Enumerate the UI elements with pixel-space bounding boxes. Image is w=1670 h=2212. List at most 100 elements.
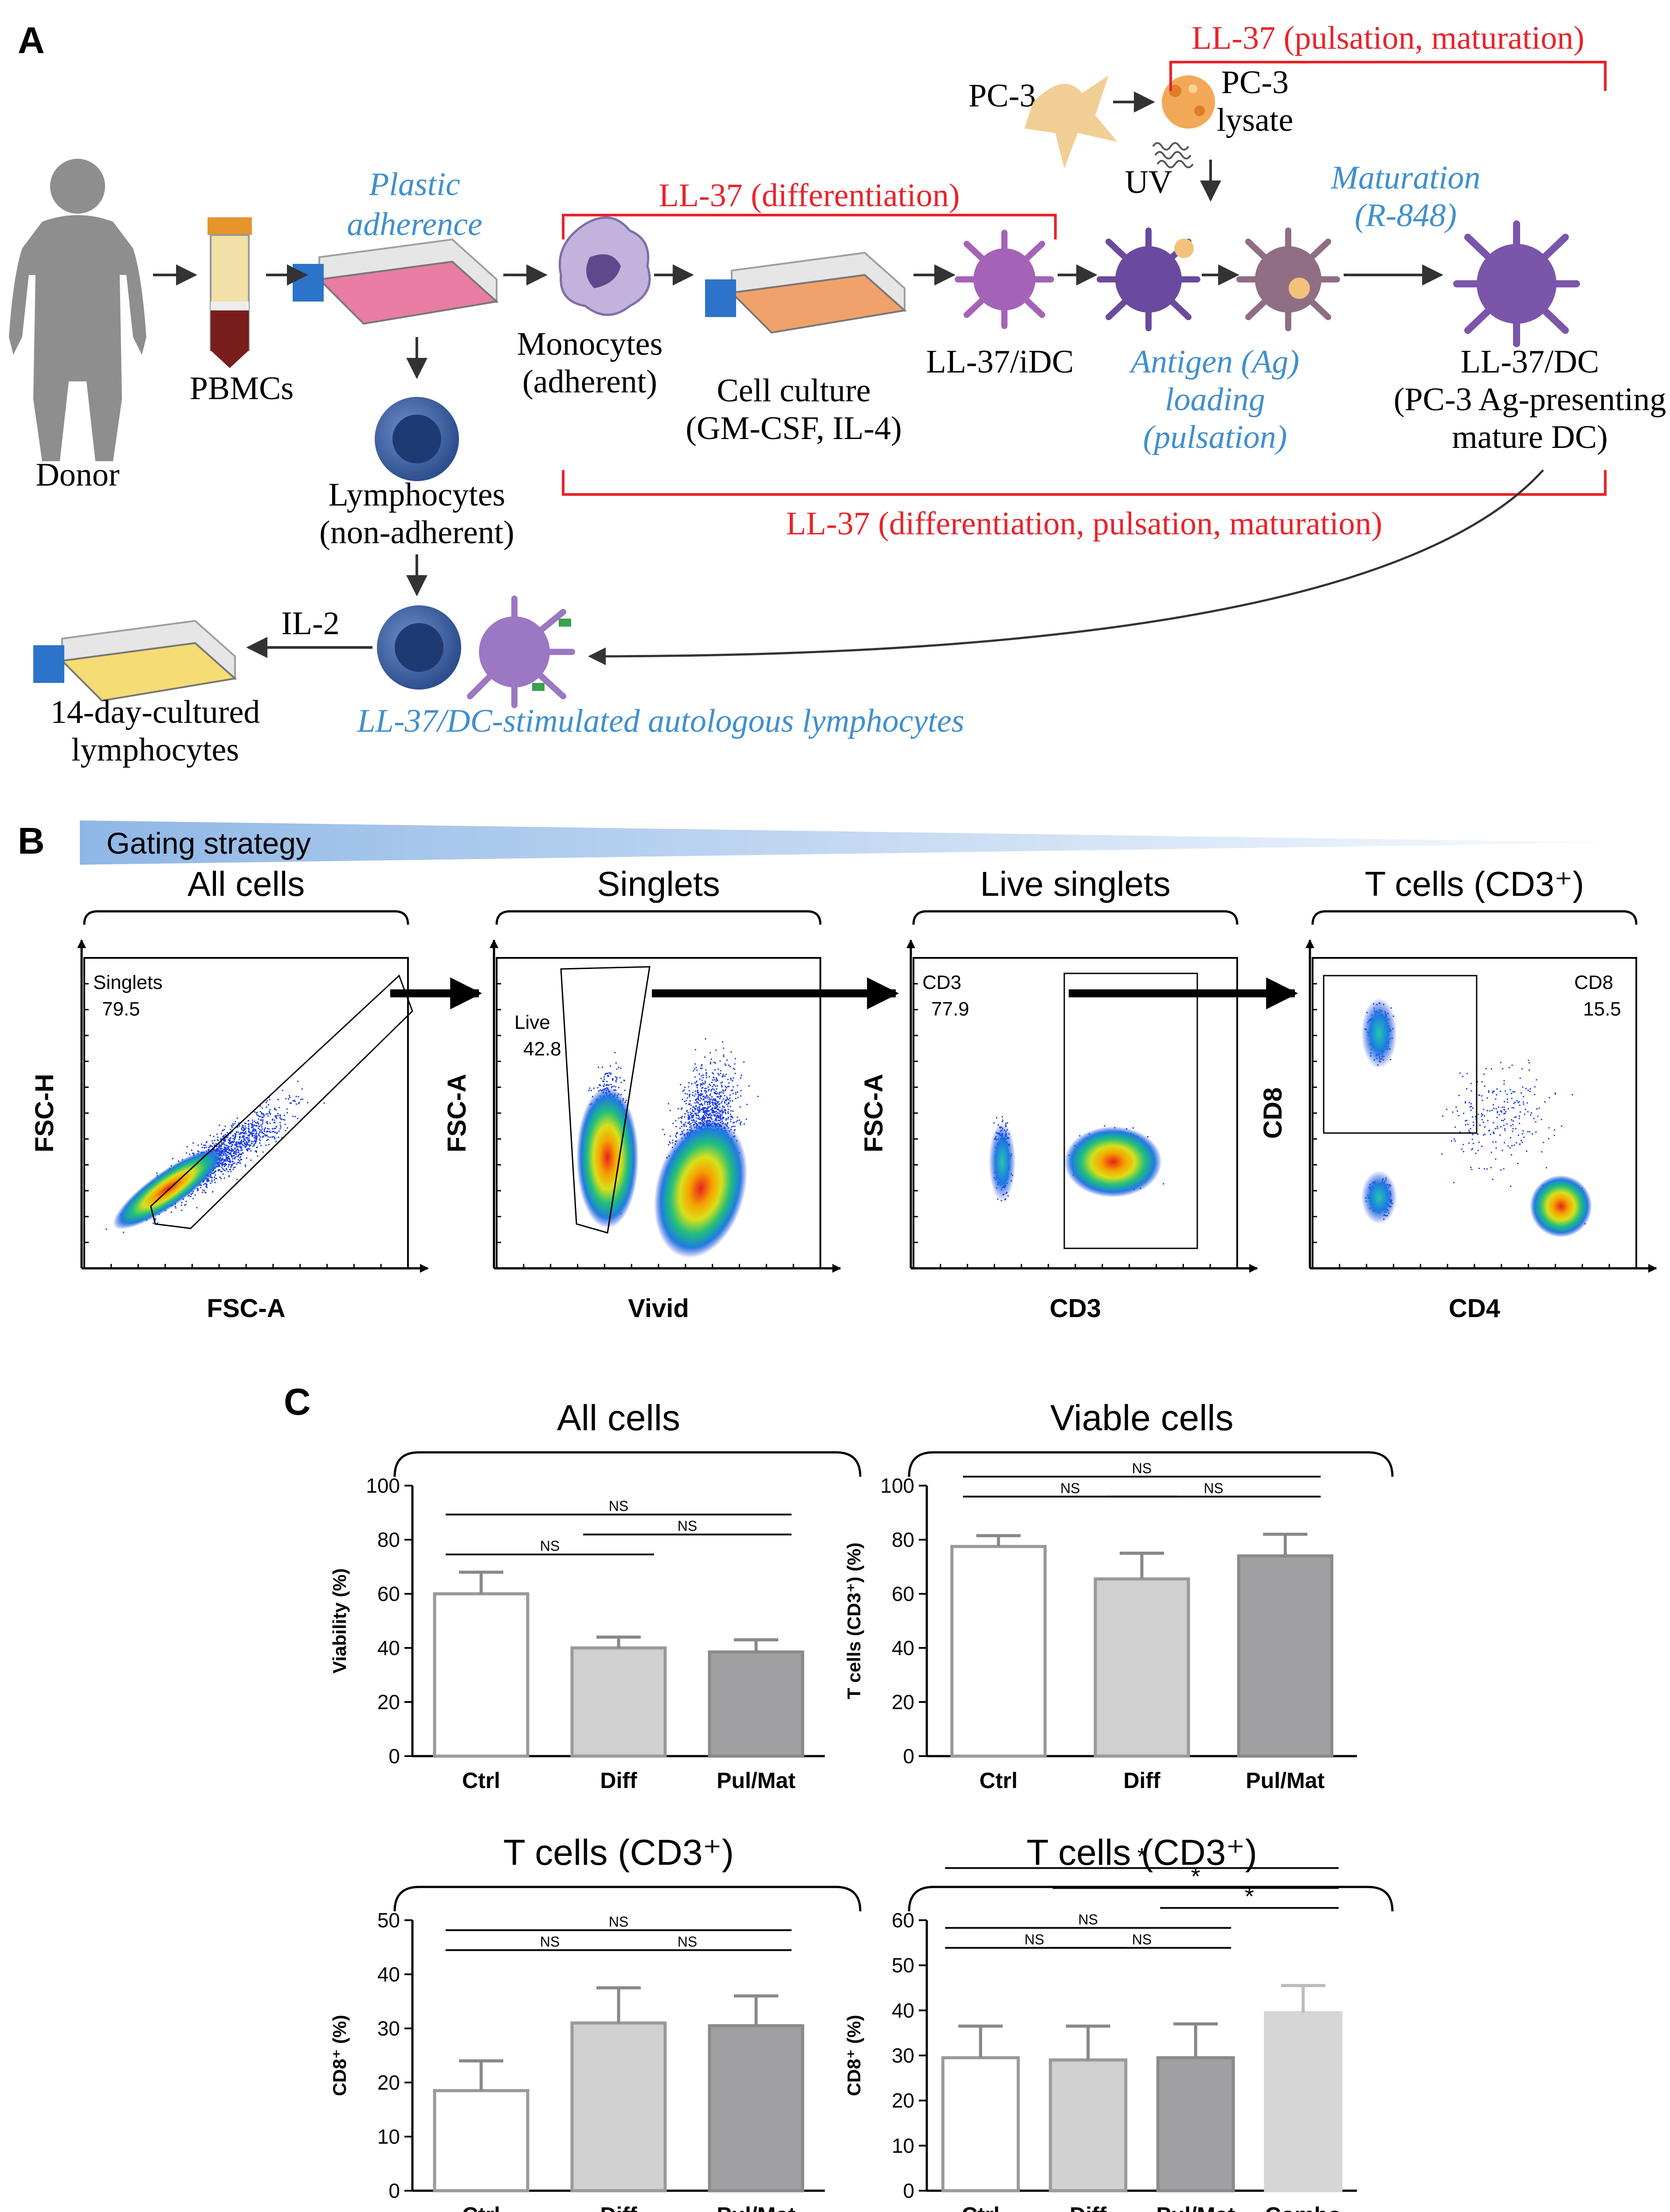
event-dot — [236, 1148, 238, 1150]
event-dot — [241, 1132, 243, 1133]
event-dot — [721, 1086, 723, 1088]
event-dot — [235, 1157, 236, 1158]
event-dot — [725, 1100, 727, 1102]
event-dot — [225, 1159, 227, 1161]
flask-orange-icon — [705, 251, 907, 334]
event-dot — [704, 1080, 706, 1082]
event-dot — [247, 1137, 248, 1138]
event-dot — [232, 1135, 234, 1137]
event-dot — [996, 1117, 997, 1119]
event-dot — [728, 1117, 729, 1118]
event-dot — [225, 1134, 227, 1136]
event-dot — [266, 1140, 268, 1141]
event-dot — [732, 1100, 733, 1102]
event-dot — [236, 1156, 238, 1157]
event-dot — [290, 1102, 292, 1104]
event-dot — [614, 1052, 616, 1054]
event-dot — [694, 1063, 696, 1065]
event-dot — [722, 1106, 724, 1108]
event-dot — [175, 1207, 177, 1209]
event-dot — [235, 1151, 237, 1153]
event-dot — [266, 1106, 267, 1108]
event-dot — [234, 1152, 235, 1154]
il2-label: IL-2 — [281, 605, 340, 642]
event-dot — [257, 1121, 259, 1123]
event-dot — [259, 1138, 260, 1140]
event-dot — [718, 1116, 720, 1118]
event-dot — [244, 1146, 246, 1148]
event-dot — [690, 1113, 692, 1115]
event-dot — [722, 1074, 724, 1075]
event-dot — [243, 1135, 245, 1137]
event-dot — [703, 1095, 705, 1097]
event-dot — [211, 1181, 213, 1182]
event-dot — [704, 1111, 706, 1113]
event-dot — [721, 1076, 723, 1078]
event-dot — [743, 1061, 745, 1063]
gating-gradient — [80, 820, 1623, 865]
event-dot — [238, 1154, 239, 1156]
event-dot — [725, 1074, 727, 1075]
event-dot — [724, 1110, 725, 1111]
event-dot — [252, 1145, 254, 1147]
event-dot — [286, 1127, 288, 1129]
event-dot — [713, 1104, 714, 1106]
event-dot — [728, 1064, 729, 1066]
event-dot — [697, 1106, 698, 1108]
event-dot — [218, 1145, 220, 1147]
gate-value: 42.8 — [523, 1038, 561, 1060]
event-dot — [690, 1111, 691, 1113]
event-dot — [680, 1084, 681, 1086]
event-dot — [615, 1086, 616, 1088]
event-dot — [275, 1109, 277, 1111]
event-dot — [244, 1139, 246, 1141]
event-dot — [597, 1087, 599, 1089]
event-dot — [728, 1086, 730, 1087]
event-dot — [687, 1115, 689, 1116]
event-dot — [730, 1078, 732, 1079]
event-dot — [234, 1148, 236, 1150]
event-dot — [695, 1067, 697, 1068]
event-dot — [710, 1098, 712, 1100]
event-dot — [204, 1190, 205, 1192]
event-dot — [276, 1126, 278, 1128]
event-dot — [255, 1122, 256, 1124]
event-dot — [730, 1110, 732, 1112]
event-dot — [234, 1123, 235, 1125]
event-dot — [694, 1095, 695, 1097]
event-dot — [695, 1114, 697, 1116]
event-dot — [707, 1114, 709, 1116]
event-dot — [702, 1118, 704, 1120]
event-dot — [710, 1116, 712, 1118]
event-dot — [702, 1093, 703, 1095]
event-dot — [705, 1092, 707, 1094]
event-dot — [616, 1077, 618, 1079]
event-dot — [696, 1102, 698, 1103]
event-dot — [234, 1166, 236, 1168]
event-dot — [245, 1122, 247, 1124]
event-dot — [220, 1145, 222, 1147]
event-dot — [205, 1186, 207, 1188]
event-dot — [223, 1146, 225, 1148]
event-dot — [281, 1137, 283, 1138]
event-dot — [702, 1074, 704, 1076]
event-dot — [222, 1136, 224, 1137]
event-dot — [725, 1086, 726, 1087]
event-dot — [247, 1128, 249, 1130]
event-dot — [698, 1096, 699, 1098]
event-dot — [691, 1117, 693, 1119]
event-dot — [227, 1146, 228, 1148]
event-dot — [719, 1103, 721, 1105]
event-dot — [729, 1094, 731, 1096]
event-dot — [239, 1133, 240, 1135]
event-dot — [682, 1131, 683, 1133]
event-dot — [229, 1137, 231, 1139]
event-dot — [219, 1125, 220, 1126]
event-dot — [226, 1157, 228, 1158]
event-dot — [734, 1063, 736, 1065]
event-dot — [717, 1073, 719, 1075]
lymphocytes-label-1: Lymphocytes — [329, 477, 506, 513]
event-dot — [624, 1090, 626, 1091]
event-dot — [718, 1109, 719, 1111]
